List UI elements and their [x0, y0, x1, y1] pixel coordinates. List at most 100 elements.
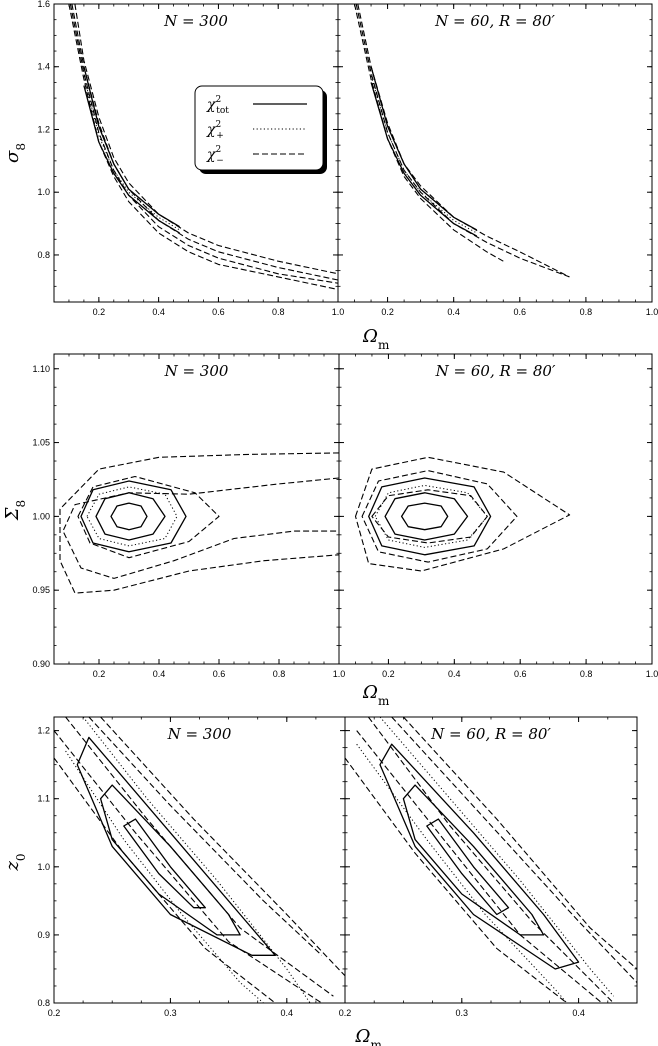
contour-dotted-4	[82, 717, 311, 1003]
legend-label: χ2 +	[206, 120, 224, 141]
x-tick-label: 1.0	[333, 669, 346, 679]
contour-dotted-5	[356, 743, 568, 1003]
contour-dashed-8	[65, 717, 334, 997]
contour-dotted-7	[83, 75, 180, 231]
panel-top-2: 0.2 0.4 0.6 0.8 1.0	[337, 3, 658, 317]
legend-label: χ2−	[206, 145, 224, 166]
panel-middle-2: 0.2 0.4 0.6 0.8 1.0	[338, 354, 658, 679]
contour-dashed-6	[391, 717, 637, 983]
x-tick-label: 0.2	[48, 1008, 61, 1018]
y-tick-label: 0.9	[37, 930, 50, 940]
x-tick-label: 0.4	[152, 307, 165, 317]
series-group	[353, 4, 570, 278]
y-tick-label: 1.10	[32, 364, 50, 374]
contour-dashed-6	[88, 717, 323, 956]
x-tick-label: 0.4	[447, 307, 460, 317]
plot-frame	[53, 353, 653, 665]
x-tick-label: 0.4	[448, 669, 461, 679]
contour-dashed-8	[367, 717, 614, 1003]
x-tick-label: 0.2	[93, 669, 106, 679]
y-tick-label: 0.95	[32, 585, 50, 595]
panel-title: N = 60, R = 80′	[435, 362, 556, 380]
y-tick-label: 0.90	[32, 659, 50, 669]
contour-solid-2	[99, 784, 241, 936]
x-tick-label: 0.4	[281, 1008, 294, 1018]
x-tick-label: 0.2	[339, 1008, 352, 1018]
contour-dashed-9	[54, 730, 323, 1003]
x-tick-label: 0.4	[153, 669, 166, 679]
contour-dashed-7	[402, 717, 637, 970]
contour-dashed-2	[355, 4, 570, 278]
y-tick-label: 1.0	[37, 187, 50, 197]
y-tick-label: 0.8	[37, 250, 50, 260]
chart-row-bottom: 0.2 0.3 0.4 0.8 0.9 1.0 1.1 1.2 0.2 0.3 0.4	[37, 716, 638, 1018]
chart-row-middle: 0.2 0.4 0.6 0.8 1.00.900.951.001.051.100.2 0.…	[32, 353, 658, 679]
y-tick-label: 1.6	[37, 0, 50, 9]
series-group	[59, 452, 339, 594]
contour-dotted-4	[379, 717, 614, 997]
panel-top-1: 0.2 0.4 0.6 0.8 1.0 0.8 1.0 1.2 1.4 1.6	[37, 0, 344, 317]
contour-solid-3	[76, 736, 276, 956]
contour-solid-5	[83, 85, 180, 234]
y-tick-label: 1.1	[37, 794, 50, 804]
panel-title: N = 300	[164, 362, 229, 380]
contour-solid-1	[110, 502, 148, 531]
panel-title: N = 300	[167, 725, 232, 743]
x-tick-label: 0.8	[580, 307, 593, 317]
y-tick-label: 1.4	[37, 62, 50, 72]
contour-dashed-4	[74, 4, 338, 275]
contour-dotted-5	[65, 750, 264, 1003]
legend: χ2 tot χ2 + χ2−	[194, 85, 327, 174]
y-tick-label: 1.00	[32, 511, 50, 521]
contour-dashed-10	[54, 757, 276, 1003]
y-tick-label: 1.0	[37, 862, 50, 872]
x-tick-label: 0.3	[164, 1008, 177, 1018]
contour-solid-1	[426, 818, 510, 916]
series-group	[354, 456, 571, 572]
panel-bottom-1: 0.2 0.3 0.4 0.8 0.9 1.0 1.1 1.2	[37, 717, 346, 1018]
chart-row-top: 0.2 0.4 0.6 0.8 1.00.81.01.21.41.60.2 0.4 0.6 0…	[37, 0, 658, 317]
y-tick-label: 1.05	[32, 438, 50, 448]
legend-box	[194, 85, 324, 171]
legend-label: χ2 tot	[206, 95, 229, 116]
series-group	[68, 4, 338, 291]
y-axis-label: σ8	[2, 143, 28, 163]
panel-title: N = 60, R = 80′	[434, 12, 555, 30]
y-tick-label: 1.2	[37, 726, 50, 736]
x-tick-label: 0.8	[580, 669, 593, 679]
contour-solid-2	[384, 492, 469, 541]
x-axis-label: Ωm	[362, 682, 390, 708]
contour-solid-2	[95, 492, 166, 541]
x-tick-label: 0.8	[272, 307, 285, 317]
x-tick-label: 0.6	[514, 307, 527, 317]
contour-solid-3	[379, 743, 580, 970]
x-tick-label: 0.6	[212, 307, 225, 317]
panel-bottom-2: 0.2 0.3 0.4	[339, 717, 638, 1018]
contour-dashed-10	[345, 757, 568, 1003]
contour-dotted-6	[370, 75, 478, 234]
contour-dashed-7	[354, 456, 571, 572]
contour-dashed-2	[69, 4, 338, 284]
contour-dashed-7	[59, 452, 339, 594]
x-tick-label: 0.2	[93, 307, 106, 317]
x-tick-label: 0.6	[213, 669, 226, 679]
contour-dashed-6	[62, 477, 339, 579]
contour-solid-3	[80, 480, 187, 553]
x-tick-label: 0.8	[273, 669, 286, 679]
contour-dashed-7	[100, 717, 345, 977]
contour-dashed-5	[77, 475, 220, 559]
x-tick-label: 1.0	[332, 307, 345, 317]
contour-dashed-1	[353, 4, 504, 262]
contour-dashed-9	[356, 730, 603, 1003]
contour-solid-3	[368, 477, 492, 556]
contour-dashed-6	[361, 470, 518, 563]
x-tick-label: 0.6	[514, 669, 527, 679]
x-tick-label: 1.0	[646, 669, 658, 679]
plot-frame	[53, 3, 653, 303]
y-axis-label: Σ8	[2, 500, 28, 521]
contour-solid-6	[83, 66, 180, 228]
x-tick-label: 0.2	[381, 307, 394, 317]
series-group	[54, 717, 345, 1003]
series-group	[345, 717, 637, 1003]
